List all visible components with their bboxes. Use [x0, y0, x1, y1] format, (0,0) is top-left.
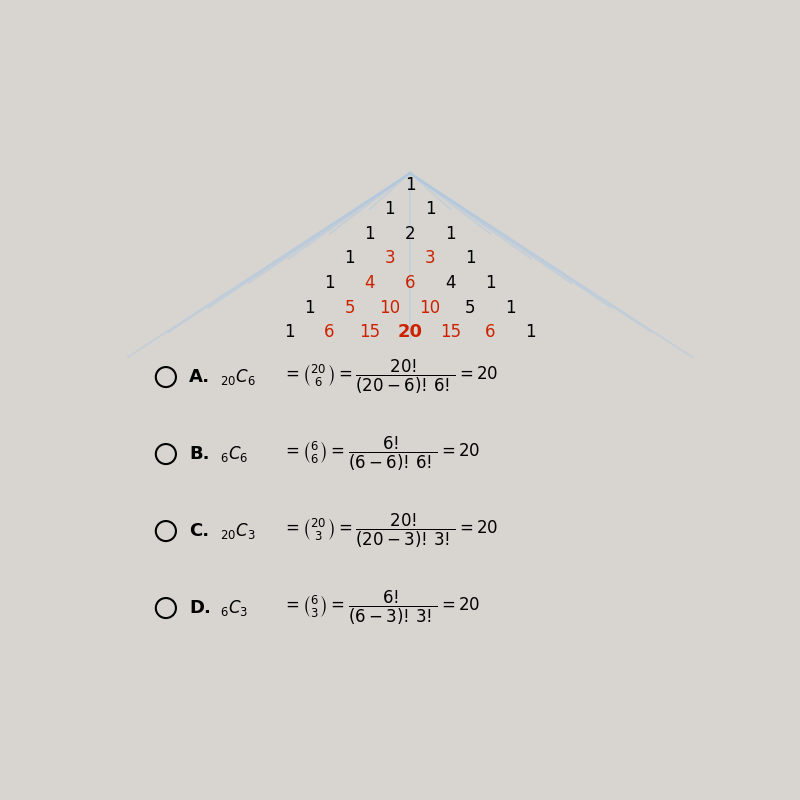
Text: 10: 10 — [379, 298, 401, 317]
Text: 4: 4 — [445, 274, 455, 292]
Text: 5: 5 — [466, 298, 476, 317]
Text: 6: 6 — [486, 323, 496, 342]
Text: 6: 6 — [405, 274, 415, 292]
Text: $=\binom{6}{6}=\dfrac{6!}{(6-6)!\,6!}=20$: $=\binom{6}{6}=\dfrac{6!}{(6-6)!\,6!}=20… — [282, 435, 480, 473]
Text: 1: 1 — [405, 175, 415, 194]
Text: 1: 1 — [425, 200, 435, 218]
Text: 2: 2 — [405, 225, 415, 243]
Text: 1: 1 — [506, 298, 516, 317]
Text: 1: 1 — [284, 323, 294, 342]
Text: $_{20}C_3$: $_{20}C_3$ — [220, 521, 256, 541]
Text: 3: 3 — [425, 250, 435, 267]
Text: 10: 10 — [419, 298, 441, 317]
Text: $_{20}C_6$: $_{20}C_6$ — [220, 367, 256, 387]
Text: 4: 4 — [365, 274, 375, 292]
Text: 15: 15 — [359, 323, 380, 342]
Text: D.: D. — [189, 599, 211, 617]
Text: C.: C. — [189, 522, 210, 540]
Text: 1: 1 — [445, 225, 456, 243]
Text: 1: 1 — [465, 250, 476, 267]
Text: 1: 1 — [344, 250, 355, 267]
Text: $=\binom{20}{3}=\dfrac{20!}{(20-3)!\,3!}=20$: $=\binom{20}{3}=\dfrac{20!}{(20-3)!\,3!}… — [282, 512, 498, 550]
Text: B.: B. — [189, 445, 210, 463]
Text: 20: 20 — [398, 323, 422, 342]
Text: A.: A. — [189, 368, 210, 386]
Text: 1: 1 — [385, 200, 395, 218]
Text: 1: 1 — [304, 298, 314, 317]
Text: $_6C_6$: $_6C_6$ — [220, 444, 249, 464]
Text: 1: 1 — [486, 274, 496, 292]
Text: 6: 6 — [324, 323, 334, 342]
Text: 1: 1 — [526, 323, 536, 342]
Text: 15: 15 — [440, 323, 461, 342]
Text: 5: 5 — [344, 298, 354, 317]
Text: $=\binom{20}{6}=\dfrac{20!}{(20-6)!\,6!}=20$: $=\binom{20}{6}=\dfrac{20!}{(20-6)!\,6!}… — [282, 358, 498, 396]
Text: 1: 1 — [364, 225, 375, 243]
Text: $_6C_3$: $_6C_3$ — [220, 598, 248, 618]
Text: 1: 1 — [324, 274, 334, 292]
Text: $=\binom{6}{3}=\dfrac{6!}{(6-3)!\,3!}=20$: $=\binom{6}{3}=\dfrac{6!}{(6-3)!\,3!}=20… — [282, 589, 480, 627]
Text: 3: 3 — [385, 250, 395, 267]
